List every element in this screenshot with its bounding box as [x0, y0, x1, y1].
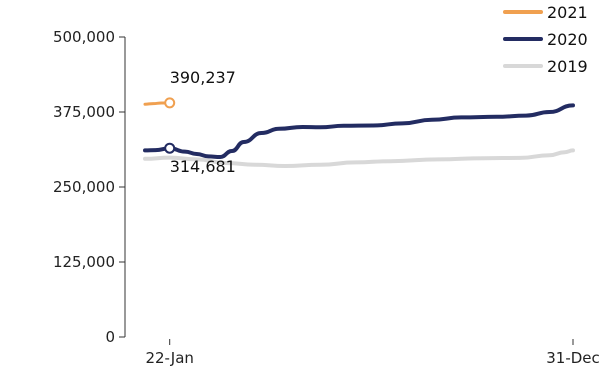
- y-tick-label-0: 0: [105, 328, 115, 346]
- x-axis: 22-Jan 31-Dec: [145, 339, 600, 367]
- legend-label-2021: 2021: [547, 3, 588, 22]
- marker-2020: [164, 142, 176, 154]
- y-tick-label-500-000: 500,000: [53, 28, 115, 46]
- annotations: 390,237 314,681: [164, 68, 236, 176]
- y-tick-label-125-000: 125,000: [53, 253, 115, 271]
- x-tick-label-31-dec: 31-Dec: [546, 349, 600, 367]
- legend-label-2019: 2019: [547, 57, 588, 76]
- y-axis: 0 125,000 250,000 375,000 500,000: [53, 28, 126, 346]
- legend-label-2020: 2020: [547, 30, 588, 49]
- y-tick-label-375-000: 375,000: [53, 103, 115, 121]
- legend: 2021 2020 2019: [503, 3, 588, 76]
- y-tick-label-250-000: 250,000: [53, 178, 115, 196]
- marker-2021: [164, 97, 176, 109]
- value-label-2020: 314,681: [170, 157, 236, 176]
- series-line-2020: [143, 103, 575, 159]
- value-label-2021: 390,237: [170, 68, 236, 87]
- series-line-2019: [143, 148, 575, 168]
- x-tick-label-22-jan: 22-Jan: [145, 349, 193, 367]
